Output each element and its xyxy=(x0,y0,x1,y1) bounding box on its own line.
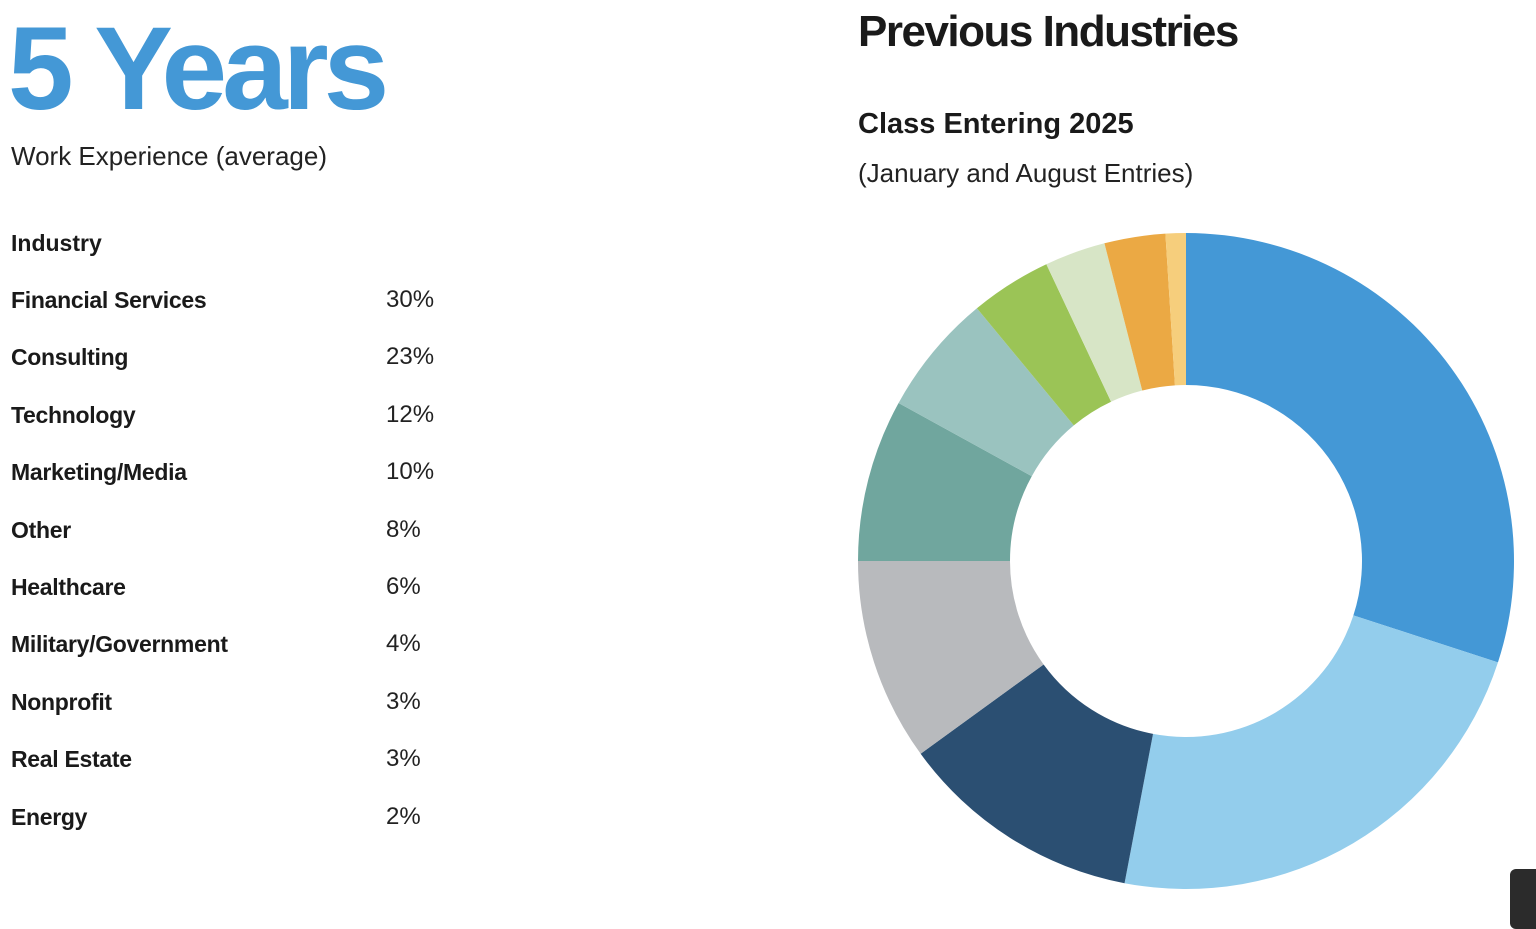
industry-percentage: 2% xyxy=(386,802,421,830)
table-row: Other 8% xyxy=(11,515,491,572)
corner-tab[interactable] xyxy=(1510,869,1536,929)
industry-percentage: 4% xyxy=(386,630,421,658)
industry-name: Nonprofit xyxy=(11,688,112,715)
industry-percentage: 23% xyxy=(386,343,435,371)
table-row: Military/Government 4% xyxy=(11,629,491,686)
industry-name: Marketing/Media xyxy=(11,459,187,486)
industry-name: Healthcare xyxy=(11,573,126,600)
donut-slice-healthcare xyxy=(898,308,1074,477)
donut-slice-marketing-media xyxy=(858,561,1044,754)
chart-title: Previous Industries xyxy=(858,7,1239,56)
industry-name: Military/Government xyxy=(11,631,228,658)
donut-slice-other xyxy=(858,402,1032,561)
table-row: Technology 12% xyxy=(11,400,491,457)
industry-percentage: 12% xyxy=(386,400,435,428)
donut-slice-nonprofit xyxy=(1046,243,1143,402)
table-row: Marketing/Media 10% xyxy=(11,457,491,514)
stat-caption: Work Experience (average) xyxy=(11,141,327,171)
table-row: Consulting 23% xyxy=(11,342,491,399)
table-row: Financial Services 30% xyxy=(11,285,491,342)
industry-percentage: 10% xyxy=(386,458,435,486)
chart-note: (January and August Entries) xyxy=(858,158,1194,188)
industry-name: Technology xyxy=(11,401,136,428)
industry-name: Real Estate xyxy=(11,746,132,773)
industry-percentage: 8% xyxy=(386,515,421,543)
industry-percentage: 3% xyxy=(386,687,421,715)
industry-percentage: 3% xyxy=(386,745,421,773)
industry-name: Other xyxy=(11,516,71,543)
donut-chart xyxy=(858,233,1514,889)
table-row: Energy 2% xyxy=(11,802,491,859)
donut-slice-technology xyxy=(920,664,1154,884)
industry-table: Financial Services 30% Consulting 23% Techno… xyxy=(11,285,491,859)
industry-percentage: 6% xyxy=(386,572,421,600)
industry-name: Energy xyxy=(11,803,88,830)
table-row: Healthcare 6% xyxy=(11,572,491,629)
donut-slice-military-government xyxy=(976,264,1112,426)
stat-value: 5 Years xyxy=(8,3,389,135)
donut-slice-energy xyxy=(1165,233,1186,386)
donut-slice-consulting xyxy=(1124,615,1498,889)
industry-percentage: 30% xyxy=(386,286,435,313)
donut-slice-real-estate xyxy=(1104,233,1175,391)
industry-table-header: Industry xyxy=(11,230,102,256)
table-row: Nonprofit 3% xyxy=(11,687,491,744)
industry-name: Consulting xyxy=(11,344,129,371)
table-row: Real Estate 3% xyxy=(11,744,491,801)
industry-name: Financial Services xyxy=(11,287,207,313)
donut-slice-financial-services xyxy=(1186,233,1514,663)
chart-subtitle: Class Entering 2025 xyxy=(858,108,1134,140)
